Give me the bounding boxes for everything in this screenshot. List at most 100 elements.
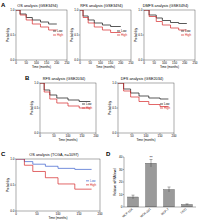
x-axis-label: Time (months) <box>58 138 77 142</box>
survival-curve <box>144 10 187 30</box>
survival-curve <box>40 83 90 108</box>
x-tick-label: 50 <box>130 134 134 138</box>
y-tick-label: 1.0 <box>74 8 79 12</box>
y-tick-label: 1.0 <box>10 157 15 161</box>
plot-frame <box>80 10 131 60</box>
y-axis-label: Probability <box>108 101 112 116</box>
y-tick-label: 0.5 <box>112 106 117 110</box>
chart-title: DMFS analysis (GSE3494) <box>143 4 189 8</box>
legend-swatch <box>86 180 89 181</box>
x-tick-label: 250 <box>128 61 133 65</box>
chart-title: RFS analysis (GSE2034) <box>43 77 86 81</box>
panel-label: B <box>25 75 30 81</box>
panel-label: A <box>1 2 6 8</box>
x-tick-label: 150 <box>157 134 162 138</box>
plot-area <box>118 83 168 107</box>
legend-label: High <box>164 106 171 110</box>
x-tick-label: 0 <box>15 212 17 216</box>
bar <box>146 163 157 207</box>
y-tick <box>123 169 124 170</box>
x-tick-label: 200 <box>54 61 59 65</box>
y-tick <box>123 157 124 158</box>
legend-swatch <box>160 108 163 109</box>
bar <box>164 190 175 208</box>
y-tick-label: 1.0 <box>10 8 15 12</box>
x-axis-label: Time (months) <box>96 65 115 69</box>
y-tick-label: 0.5 <box>74 33 79 37</box>
legend-swatch <box>160 104 163 105</box>
survival-curve <box>118 83 168 107</box>
chart-title: OS analysis (TCGA, n=1097) <box>29 153 79 157</box>
x-tick-label: 0 <box>117 134 119 138</box>
y-tick <box>15 10 16 11</box>
x-tick-label: 50 <box>25 61 29 65</box>
y-tick <box>15 159 16 160</box>
y-axis-label: Probability <box>134 28 138 43</box>
y-tick-label: 1.0 <box>138 8 143 12</box>
plot-frame <box>16 10 67 60</box>
y-axis-label: Probability <box>6 28 10 43</box>
legend-label: High <box>185 33 192 37</box>
y-tick-label: 1.0 <box>112 81 117 85</box>
y-tick-label: 0.0 <box>34 131 39 135</box>
y-tick-label: 0.0 <box>10 58 15 62</box>
x-tick-label: 0 <box>79 61 81 65</box>
legend-label: High <box>121 33 128 37</box>
y-tick-label: 0.5 <box>138 33 143 37</box>
x-axis-label: Time (months) <box>32 65 51 69</box>
x-tick-label: 0 <box>143 61 145 65</box>
plot-area <box>16 159 92 189</box>
y-tick <box>79 10 80 11</box>
x-tick-label: 200 <box>118 61 123 65</box>
x-tick-label: 50 <box>153 61 157 65</box>
x-tick-label: 50 <box>89 61 93 65</box>
x-tick-label: 0 <box>15 61 17 65</box>
survival-curve <box>16 10 57 24</box>
survival-curve <box>16 10 57 30</box>
legend-swatch <box>181 31 184 32</box>
y-tick-label: 30 <box>119 168 123 172</box>
y-tick-label: 40 <box>119 155 123 159</box>
survival-curve <box>16 159 92 169</box>
chart-title: OS analysis (GSE3494) <box>17 4 58 8</box>
plot-area <box>144 10 187 30</box>
y-tick <box>117 108 118 109</box>
plot-area <box>80 10 121 33</box>
x-tick-label: 250 <box>64 61 69 65</box>
legend-swatch <box>82 108 85 109</box>
plot-area <box>128 160 193 208</box>
error-bar <box>132 195 135 199</box>
y-tick-label: 0.5 <box>10 33 15 37</box>
y-tick-label: 0.0 <box>74 58 79 62</box>
x-tick-label: T47D <box>179 207 188 215</box>
legend-swatch <box>86 184 89 185</box>
panel-label: C <box>1 151 6 157</box>
error-bar <box>150 160 153 168</box>
error-bar <box>186 204 189 205</box>
y-tick-label: 10 <box>119 193 123 197</box>
x-axis <box>124 207 196 208</box>
y-tick-label: 0.0 <box>138 58 143 62</box>
y-axis-label: Probability <box>30 101 34 116</box>
error-bar <box>168 187 171 192</box>
survival-curve <box>80 10 121 33</box>
legend-label: High <box>90 183 97 187</box>
y-axis-label: Probability <box>70 28 74 43</box>
legend-swatch <box>117 31 120 32</box>
x-tick-label: MCF-10A <box>121 207 133 218</box>
legend-swatch <box>181 35 184 36</box>
bar <box>182 205 193 208</box>
x-axis-label: Time (months) <box>48 216 67 220</box>
x-tick-label: 250 <box>192 61 197 65</box>
y-tick <box>39 83 40 84</box>
x-tick-label: 200 <box>93 134 98 138</box>
plot-area <box>16 10 57 30</box>
x-tick-label: 150 <box>76 212 81 216</box>
plot-frame <box>40 83 96 133</box>
y-tick-label: 0.0 <box>112 131 117 135</box>
y-tick <box>143 35 144 36</box>
y-tick <box>117 83 118 84</box>
plot-frame <box>16 159 100 211</box>
plot-frame <box>118 83 174 133</box>
y-tick <box>123 182 124 183</box>
